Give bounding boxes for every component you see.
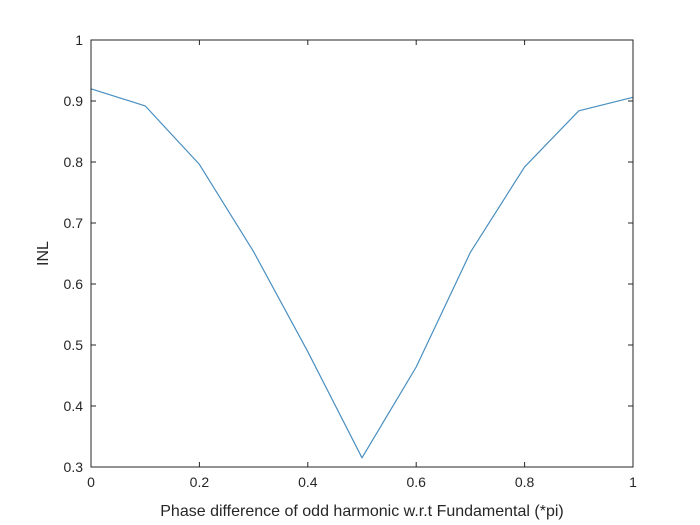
x-tick-label: 0: [87, 474, 95, 490]
y-tick-label: 1: [75, 32, 83, 48]
plot-background: [91, 40, 633, 467]
y-tick-label: 0.8: [64, 154, 84, 170]
x-tick-label: 0.6: [406, 474, 426, 490]
x-tick-label: 0.8: [515, 474, 535, 490]
plot-area: [91, 40, 633, 467]
x-tick-label: 1: [629, 474, 637, 490]
data-series: [90, 88, 634, 459]
y-tick-label: 0.6: [64, 276, 84, 292]
y-tick-label: 0.9: [64, 93, 84, 109]
series-line: [90, 88, 634, 459]
y-tick-label: 0.7: [64, 215, 84, 231]
y-axis-label: INL: [35, 241, 52, 266]
x-tick-label: 0.4: [298, 474, 318, 490]
x-tick-label: 0.2: [190, 474, 210, 490]
axes: [90, 39, 634, 468]
y-tick-label: 0.3: [64, 459, 84, 475]
y-tick-label: 0.5: [64, 337, 84, 353]
axes-box: [90, 39, 634, 468]
tick-labels: 0 0.2 0.4 0.6 0.8 1 0.3 0.4 0.5 0.6 0.7 0.8 0.9 1: [64, 32, 638, 490]
x-axis-label: Phase difference of odd harmonic w.r.t F…: [160, 503, 563, 520]
y-tick-label: 0.4: [64, 398, 84, 414]
